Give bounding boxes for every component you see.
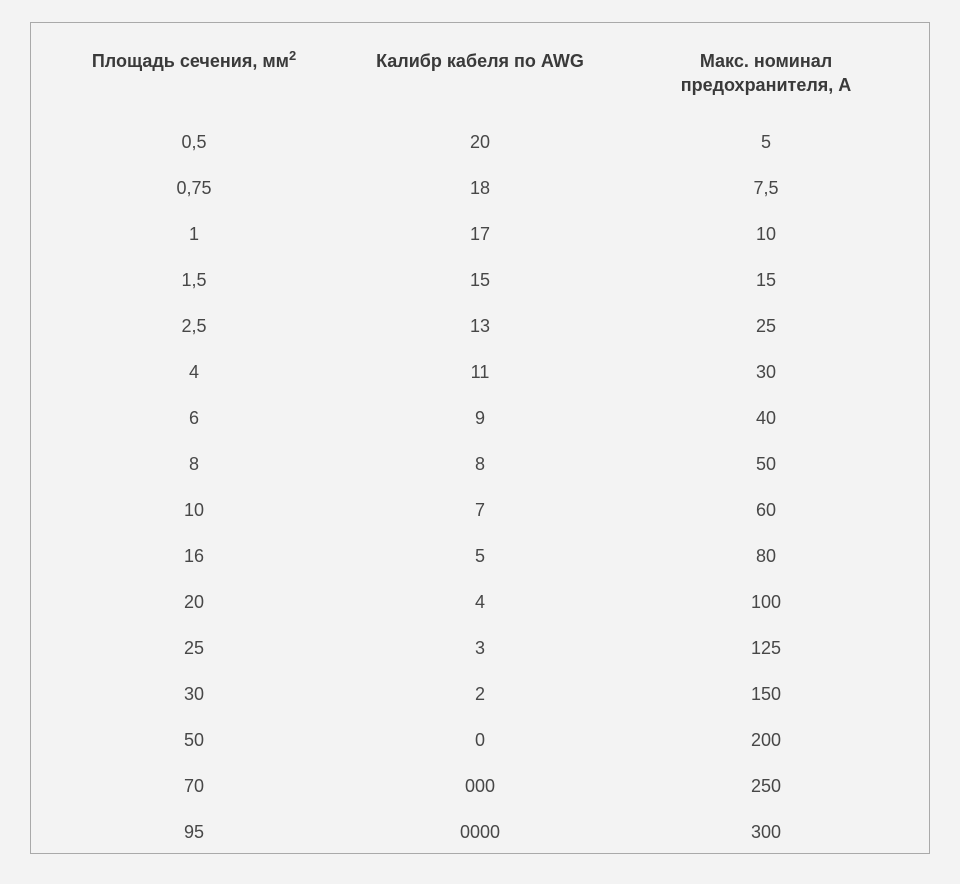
- cell-cross-section: 95: [51, 810, 337, 856]
- cell-cross-section: 1,5: [51, 258, 337, 304]
- cell-cross-section: 6: [51, 396, 337, 442]
- cell-fuse: 80: [623, 534, 909, 580]
- table-row: 95 0000 300: [51, 810, 909, 856]
- table-row: 16 5 80: [51, 534, 909, 580]
- page-root: Площадь сечения, мм2 Калибр кабеля по AW…: [0, 0, 960, 884]
- cell-fuse: 5: [623, 120, 909, 166]
- cell-fuse: 10: [623, 212, 909, 258]
- cell-fuse: 100: [623, 580, 909, 626]
- cell-cross-section: 50: [51, 718, 337, 764]
- cell-awg: 4: [337, 580, 623, 626]
- cell-awg: 8: [337, 442, 623, 488]
- table-card: Площадь сечения, мм2 Калибр кабеля по AW…: [30, 22, 930, 854]
- cell-cross-section: 16: [51, 534, 337, 580]
- table-row: 30 2 150: [51, 672, 909, 718]
- col-header-cross-section-sup: 2: [289, 48, 296, 63]
- table-body: 0,5 20 5 0,75 18 7,5 1 17 10 1,5 15: [51, 120, 909, 856]
- cell-fuse: 40: [623, 396, 909, 442]
- cell-cross-section: 0,5: [51, 120, 337, 166]
- table-row: 70 000 250: [51, 764, 909, 810]
- cell-awg: 13: [337, 304, 623, 350]
- cell-awg: 15: [337, 258, 623, 304]
- cell-fuse: 150: [623, 672, 909, 718]
- cell-fuse: 50: [623, 442, 909, 488]
- col-header-cross-section-label: Площадь сечения, мм: [92, 51, 289, 71]
- cell-fuse: 7,5: [623, 166, 909, 212]
- cell-awg: 5: [337, 534, 623, 580]
- cell-awg: 18: [337, 166, 623, 212]
- cell-cross-section: 0,75: [51, 166, 337, 212]
- table-header-row: Площадь сечения, мм2 Калибр кабеля по AW…: [51, 49, 909, 120]
- cell-cross-section: 10: [51, 488, 337, 534]
- cell-cross-section: 1: [51, 212, 337, 258]
- table-row: 1,5 15 15: [51, 258, 909, 304]
- table-row: 50 0 200: [51, 718, 909, 764]
- cell-awg: 9: [337, 396, 623, 442]
- cell-cross-section: 70: [51, 764, 337, 810]
- col-header-awg: Калибр кабеля по AWG: [337, 49, 623, 120]
- table-row: 20 4 100: [51, 580, 909, 626]
- cell-fuse: 15: [623, 258, 909, 304]
- table-row: 2,5 13 25: [51, 304, 909, 350]
- cell-awg: 7: [337, 488, 623, 534]
- cell-fuse: 125: [623, 626, 909, 672]
- cell-awg: 17: [337, 212, 623, 258]
- table-row: 10 7 60: [51, 488, 909, 534]
- cell-cross-section: 8: [51, 442, 337, 488]
- cell-awg: 0: [337, 718, 623, 764]
- table-row: 0,5 20 5: [51, 120, 909, 166]
- cell-cross-section: 2,5: [51, 304, 337, 350]
- cell-cross-section: 20: [51, 580, 337, 626]
- cell-fuse: 25: [623, 304, 909, 350]
- cell-cross-section: 30: [51, 672, 337, 718]
- cell-fuse: 60: [623, 488, 909, 534]
- table-row: 0,75 18 7,5: [51, 166, 909, 212]
- cell-cross-section: 4: [51, 350, 337, 396]
- table-row: 4 11 30: [51, 350, 909, 396]
- cell-fuse: 30: [623, 350, 909, 396]
- cell-awg: 0000: [337, 810, 623, 856]
- table-row: 8 8 50: [51, 442, 909, 488]
- col-header-cross-section: Площадь сечения, мм2: [51, 49, 337, 120]
- cell-fuse: 250: [623, 764, 909, 810]
- cell-awg: 3: [337, 626, 623, 672]
- cell-awg: 2: [337, 672, 623, 718]
- cell-awg: 20: [337, 120, 623, 166]
- cell-fuse: 300: [623, 810, 909, 856]
- cell-fuse: 200: [623, 718, 909, 764]
- cell-awg: 000: [337, 764, 623, 810]
- wire-gauge-table: Площадь сечения, мм2 Калибр кабеля по AW…: [51, 49, 909, 856]
- col-header-fuse: Макс. номинал предохранителя, А: [623, 49, 909, 120]
- table-row: 25 3 125: [51, 626, 909, 672]
- table-row: 6 9 40: [51, 396, 909, 442]
- table-row: 1 17 10: [51, 212, 909, 258]
- cell-cross-section: 25: [51, 626, 337, 672]
- cell-awg: 11: [337, 350, 623, 396]
